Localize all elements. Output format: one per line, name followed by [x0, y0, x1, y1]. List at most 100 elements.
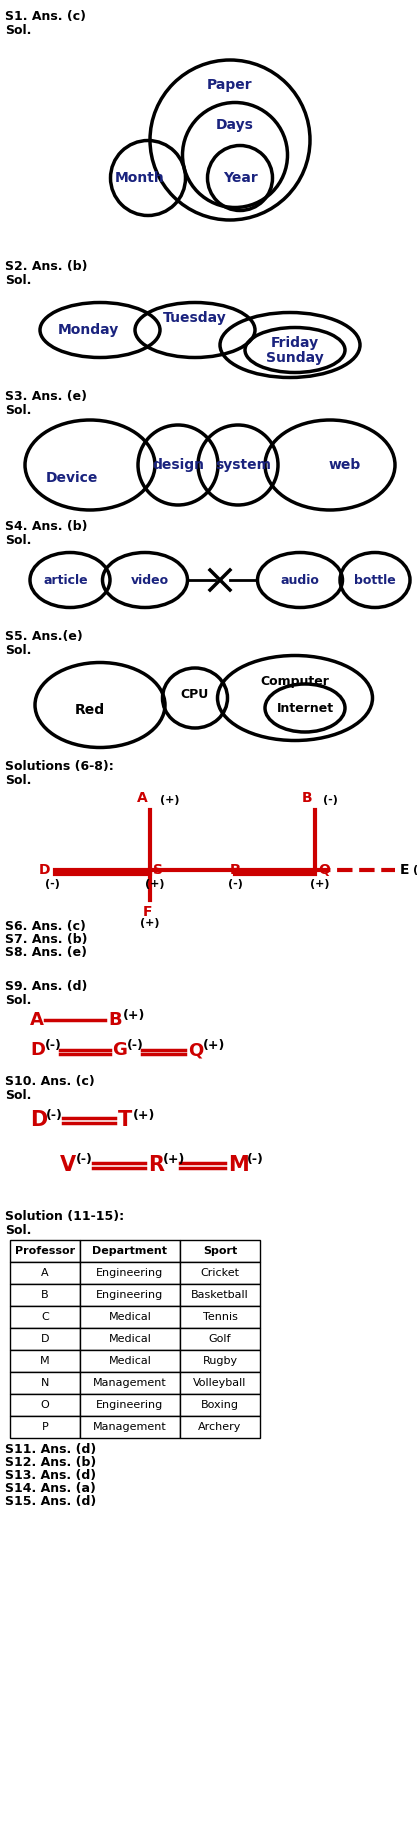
FancyBboxPatch shape: [10, 1262, 80, 1284]
Text: Computer: Computer: [261, 675, 329, 688]
Text: Sol.: Sol.: [5, 275, 31, 288]
FancyBboxPatch shape: [180, 1240, 260, 1262]
Text: A: A: [137, 792, 147, 804]
Text: Red: Red: [75, 703, 105, 718]
Text: E: E: [400, 863, 409, 876]
Text: Engineering: Engineering: [96, 1268, 163, 1279]
Text: (-): (-): [76, 1153, 93, 1166]
FancyBboxPatch shape: [180, 1328, 260, 1351]
Text: Sunday: Sunday: [266, 351, 324, 365]
Text: S4. Ans. (b): S4. Ans. (b): [5, 520, 88, 533]
Text: web: web: [329, 458, 361, 472]
FancyBboxPatch shape: [80, 1284, 180, 1306]
Text: Medical: Medical: [108, 1356, 151, 1365]
Text: S8. Ans. (e): S8. Ans. (e): [5, 946, 87, 959]
Text: Sol.: Sol.: [5, 1089, 31, 1101]
Text: D: D: [38, 863, 50, 876]
Text: S7. Ans. (b): S7. Ans. (b): [5, 934, 88, 946]
Text: S: S: [153, 863, 163, 876]
Text: B: B: [41, 1290, 49, 1301]
Text: Q: Q: [188, 1041, 203, 1059]
FancyBboxPatch shape: [80, 1306, 180, 1328]
Text: (+): (+): [145, 878, 165, 889]
Text: Engineering: Engineering: [96, 1400, 163, 1410]
Text: M: M: [228, 1155, 249, 1175]
Text: A: A: [41, 1268, 49, 1279]
Text: (-): (-): [323, 795, 338, 804]
Text: Device: Device: [46, 470, 98, 485]
Text: (-): (-): [46, 1109, 63, 1122]
Text: Sol.: Sol.: [5, 1223, 31, 1236]
FancyBboxPatch shape: [180, 1284, 260, 1306]
Text: R: R: [148, 1155, 164, 1175]
Text: Rugby: Rugby: [202, 1356, 238, 1365]
Text: (-): (-): [45, 878, 60, 889]
Text: Archery: Archery: [198, 1422, 242, 1432]
Text: Sol.: Sol.: [5, 533, 31, 546]
Text: (+): (+): [163, 1153, 186, 1166]
Text: A: A: [30, 1011, 44, 1030]
FancyBboxPatch shape: [10, 1373, 80, 1395]
Text: D: D: [30, 1111, 47, 1129]
Text: Sport: Sport: [203, 1245, 237, 1256]
Text: S15. Ans. (d): S15. Ans. (d): [5, 1494, 96, 1507]
Text: (+): (+): [160, 795, 179, 804]
Text: Boxing: Boxing: [201, 1400, 239, 1410]
Text: audio: audio: [281, 574, 319, 587]
FancyBboxPatch shape: [80, 1351, 180, 1373]
Text: P: P: [42, 1422, 48, 1432]
Text: article: article: [44, 574, 88, 587]
Text: (+): (+): [140, 919, 160, 928]
Text: Medical: Medical: [108, 1312, 151, 1323]
FancyBboxPatch shape: [10, 1306, 80, 1328]
Text: S13. Ans. (d): S13. Ans. (d): [5, 1469, 96, 1482]
Text: S6. Ans. (c): S6. Ans. (c): [5, 921, 86, 934]
Text: S14. Ans. (a): S14. Ans. (a): [5, 1482, 96, 1494]
Text: (+): (+): [310, 878, 330, 889]
FancyBboxPatch shape: [80, 1373, 180, 1395]
FancyBboxPatch shape: [180, 1373, 260, 1395]
Text: S3. Ans. (e): S3. Ans. (e): [5, 389, 87, 402]
Text: Management: Management: [93, 1378, 167, 1387]
Text: Solutions (6-8):: Solutions (6-8):: [5, 760, 114, 773]
Text: O: O: [40, 1400, 49, 1410]
Text: Sol.: Sol.: [5, 24, 31, 37]
Text: S1. Ans. (c): S1. Ans. (c): [5, 9, 86, 22]
FancyBboxPatch shape: [10, 1351, 80, 1373]
Text: D: D: [30, 1041, 45, 1059]
Text: Tuesday: Tuesday: [163, 312, 227, 325]
FancyBboxPatch shape: [80, 1395, 180, 1415]
Text: Internet: Internet: [276, 701, 334, 714]
Text: Sol.: Sol.: [5, 775, 31, 788]
Text: bottle: bottle: [354, 574, 396, 587]
Text: Engineering: Engineering: [96, 1290, 163, 1301]
Text: S12. Ans. (b): S12. Ans. (b): [5, 1456, 96, 1469]
Text: Medical: Medical: [108, 1334, 151, 1343]
Text: F: F: [143, 906, 153, 919]
Text: Basketball: Basketball: [191, 1290, 249, 1301]
Text: Month: Month: [115, 172, 165, 185]
Text: Volleyball: Volleyball: [193, 1378, 247, 1387]
Text: Monday: Monday: [58, 323, 118, 338]
Text: S11. Ans. (d): S11. Ans. (d): [5, 1443, 96, 1456]
Text: (-): (-): [247, 1153, 264, 1166]
Text: system: system: [215, 458, 271, 472]
FancyBboxPatch shape: [10, 1284, 80, 1306]
Text: CPU: CPU: [181, 688, 209, 701]
Text: (-): (-): [413, 865, 417, 875]
Text: M: M: [40, 1356, 50, 1365]
Text: Cricket: Cricket: [201, 1268, 239, 1279]
FancyBboxPatch shape: [80, 1240, 180, 1262]
Text: S10. Ans. (c): S10. Ans. (c): [5, 1076, 95, 1089]
Text: Paper: Paper: [207, 77, 253, 92]
Text: Q: Q: [318, 863, 330, 876]
Text: (+): (+): [133, 1109, 156, 1122]
Text: S2. Ans. (b): S2. Ans. (b): [5, 260, 88, 273]
Text: B: B: [301, 792, 312, 804]
Text: Sol.: Sol.: [5, 404, 31, 417]
Text: Year: Year: [223, 172, 257, 185]
Text: (+): (+): [123, 1009, 146, 1022]
Text: G: G: [112, 1041, 127, 1059]
Text: C: C: [41, 1312, 49, 1323]
FancyBboxPatch shape: [10, 1240, 80, 1262]
